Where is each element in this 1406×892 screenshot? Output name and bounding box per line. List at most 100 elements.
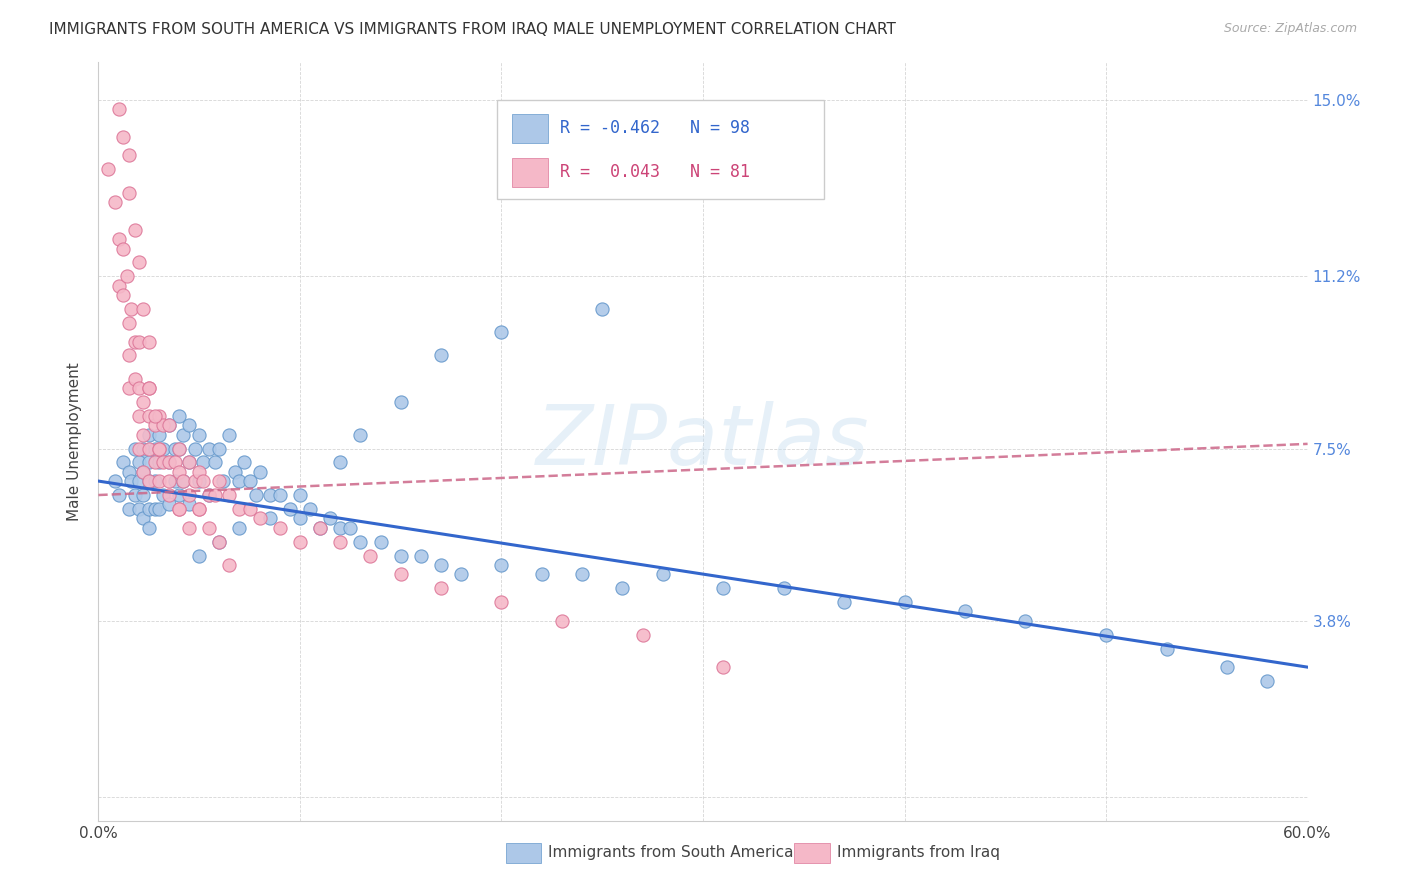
Point	[128, 409, 150, 423]
Point	[107, 488, 129, 502]
Point	[212, 474, 235, 488]
Point	[179, 455, 201, 469]
Point	[389, 549, 412, 563]
Point	[551, 614, 574, 628]
Point	[179, 520, 201, 534]
Point	[530, 567, 553, 582]
Point	[249, 511, 271, 525]
Point	[157, 474, 180, 488]
Point	[143, 418, 166, 433]
Point	[167, 442, 190, 456]
Point	[138, 520, 160, 534]
Point	[128, 255, 150, 269]
Point	[115, 269, 138, 284]
Point	[389, 395, 412, 409]
Point	[491, 595, 513, 609]
Point	[152, 442, 174, 456]
Point	[179, 455, 201, 469]
Point	[288, 511, 311, 525]
Point	[143, 502, 166, 516]
Point	[179, 497, 201, 511]
Point	[204, 455, 226, 469]
Point	[111, 129, 134, 144]
Point	[198, 488, 221, 502]
Point	[198, 520, 221, 534]
Point	[163, 442, 186, 456]
Point	[571, 567, 593, 582]
Point	[132, 511, 155, 525]
Point	[132, 442, 155, 456]
Point	[167, 465, 190, 479]
Point	[208, 534, 231, 549]
Point	[143, 455, 166, 469]
Point	[120, 301, 142, 316]
Point	[198, 442, 221, 456]
Point	[124, 488, 146, 502]
Point	[138, 334, 160, 349]
Text: Source: ZipAtlas.com: Source: ZipAtlas.com	[1223, 22, 1357, 36]
Bar	[512, 114, 548, 143]
Point	[167, 442, 190, 456]
Text: R = -0.462   N = 98: R = -0.462 N = 98	[561, 120, 751, 137]
Point	[132, 301, 155, 316]
Point	[430, 558, 453, 572]
Point	[163, 455, 186, 469]
Point	[157, 455, 180, 469]
Point	[319, 511, 342, 525]
Point	[157, 488, 180, 502]
Y-axis label: Male Unemployment: Male Unemployment	[67, 362, 83, 521]
Point	[188, 474, 211, 488]
Point	[349, 534, 371, 549]
Point	[329, 520, 352, 534]
Point	[124, 334, 146, 349]
Point	[228, 520, 250, 534]
Point	[111, 455, 134, 469]
Point	[148, 427, 170, 442]
Point	[179, 418, 201, 433]
Point	[148, 409, 170, 423]
Point	[157, 455, 180, 469]
Point	[172, 474, 194, 488]
Point	[128, 474, 150, 488]
Point	[188, 427, 211, 442]
Point	[148, 502, 170, 516]
Point	[152, 455, 174, 469]
FancyBboxPatch shape	[498, 101, 824, 199]
Point	[138, 409, 160, 423]
Point	[218, 488, 240, 502]
Point	[138, 455, 160, 469]
Bar	[512, 158, 548, 186]
Point	[124, 372, 146, 386]
Point	[249, 465, 271, 479]
Point	[370, 534, 392, 549]
Point	[152, 488, 174, 502]
Point	[430, 581, 453, 595]
Point	[309, 520, 332, 534]
Point	[157, 418, 180, 433]
Point	[188, 502, 211, 516]
Point	[193, 455, 215, 469]
Point	[128, 502, 150, 516]
Point	[128, 334, 150, 349]
Point	[360, 549, 382, 563]
Point	[157, 497, 180, 511]
Point	[430, 349, 453, 363]
Point	[288, 534, 311, 549]
Point	[167, 502, 190, 516]
Point	[259, 488, 281, 502]
Point	[103, 194, 125, 209]
Point	[309, 520, 332, 534]
Point	[118, 349, 141, 363]
Point	[179, 488, 201, 502]
Point	[128, 455, 150, 469]
Point	[1156, 641, 1178, 656]
Point	[118, 465, 141, 479]
Point	[329, 455, 352, 469]
Point	[148, 474, 170, 488]
Point	[893, 595, 915, 609]
Point	[167, 488, 190, 502]
Point	[208, 442, 231, 456]
Point	[118, 502, 141, 516]
Point	[953, 604, 976, 618]
Point	[612, 581, 634, 595]
